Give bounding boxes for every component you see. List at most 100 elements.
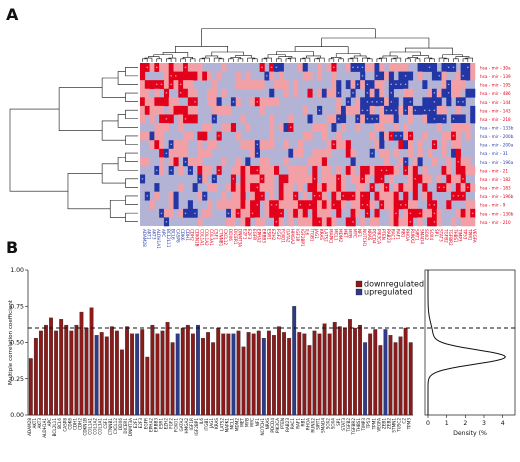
heatmap-cell: [297, 208, 304, 218]
heatmap-row-label: hsa - mir - 144: [480, 100, 511, 105]
heatmap-cell: [446, 165, 452, 175]
heatmap-cell-mark: *: [429, 66, 431, 70]
bar: [312, 330, 317, 416]
heatmap-cell: [441, 131, 447, 141]
heatmap-cell: [259, 174, 265, 184]
heatmap-cell: [393, 148, 399, 158]
heatmap-cell-mark: *: [453, 117, 455, 121]
heatmap-cell: [408, 200, 414, 210]
heatmap-cell: [441, 71, 447, 81]
heatmap-cell: [360, 165, 366, 175]
dendrogram-branch: [101, 163, 126, 184]
heatmap-cell: [393, 123, 399, 132]
bar: [94, 335, 99, 416]
heatmap-cell: [388, 174, 394, 184]
heatmap-row-label: hsa - mir - 200b: [480, 134, 514, 139]
heatmap-cell: [379, 165, 385, 175]
x-tick-label: SOX2: [326, 418, 331, 430]
x-tick-label: THBS1: [356, 418, 361, 433]
heatmap-cell-mark: *: [256, 203, 258, 207]
heatmap-cell: [278, 174, 284, 184]
heatmap-column-label: EGFR: [252, 229, 257, 240]
bar: [342, 327, 347, 416]
heatmap-cell: [455, 183, 461, 192]
heatmap-cell: [221, 63, 227, 72]
heatmap-cell: [140, 105, 146, 115]
heatmap-cell: [369, 80, 375, 90]
heatmap-cell: [465, 88, 471, 98]
heatmap-column-label: CDKN1B: [195, 229, 200, 247]
x-axis-title: Density (%: [453, 430, 487, 437]
heatmap-cell: [364, 97, 371, 107]
x-tick-label: TPM1: [371, 418, 376, 431]
heatmap-cell: [283, 174, 289, 184]
heatmap-cell: [441, 80, 447, 90]
dendrogram-branch: [382, 55, 398, 59]
heatmap-cell-mark: *: [371, 152, 373, 156]
heatmap-cell: [326, 88, 332, 98]
heatmap-cell: [144, 191, 150, 201]
heatmap-cell: [245, 208, 251, 218]
heatmap-cell: [216, 71, 222, 81]
heatmap-cell-mark: *: [410, 220, 412, 224]
heatmap-column-label: TIMP3: [458, 228, 463, 242]
heatmap-cell: [293, 191, 299, 201]
heatmap-cell: [221, 123, 227, 132]
heatmap-cell-mark: *: [352, 195, 354, 199]
heatmap-cell: [403, 200, 409, 210]
heatmap-cell-mark: *: [390, 92, 392, 96]
heatmap-cell: [465, 131, 471, 141]
heatmap-cell: [178, 63, 184, 72]
heatmap-cell: [408, 97, 414, 107]
heatmap-cell: [269, 97, 275, 107]
heatmap-row-label: hsa - mir - 130b: [480, 211, 514, 216]
heatmap-cell-mark: *: [362, 203, 364, 207]
panel-a-letter: A: [6, 5, 19, 24]
heatmap-cell: [427, 217, 433, 227]
heatmap-cell: [441, 165, 447, 175]
heatmap-cell: [278, 183, 284, 192]
heatmap-cell: [259, 80, 265, 90]
heatmap-cell: [350, 80, 356, 90]
heatmap-cell: [302, 200, 308, 210]
heatmap-cell: [183, 148, 189, 158]
heatmap-cell-mark: *: [156, 66, 158, 70]
heatmap-cell: [197, 174, 203, 184]
heatmap-cell: [455, 105, 461, 115]
dendrogram-branch: [125, 66, 138, 77]
bar: [28, 358, 33, 416]
heatmap-cell: [149, 140, 155, 150]
heatmap-cell: [154, 140, 160, 150]
heatmap-cell-mark: *: [156, 169, 158, 173]
heatmap-cell: [408, 105, 414, 115]
heatmap-cell: [254, 148, 260, 158]
heatmap-cell: [254, 97, 260, 107]
heatmap-cell: [317, 157, 323, 167]
heatmap-cell: [307, 217, 313, 227]
heatmap-cell: [408, 114, 414, 124]
x-tick-label: SOX4: [331, 418, 336, 430]
heatmap-cell-mark: *: [189, 169, 191, 173]
heatmap-cell-mark: *: [261, 195, 263, 199]
heatmap-cell: [441, 88, 447, 98]
heatmap-cell: [393, 200, 399, 210]
heatmap-cell-mark: *: [462, 178, 464, 182]
heatmap-cell: [360, 183, 366, 192]
heatmap-cell: [293, 174, 299, 184]
heatmap-cell: [451, 217, 457, 227]
heatmap-column-label: IGF2BP1: [300, 229, 305, 247]
heatmap-cell: [374, 165, 380, 175]
heatmap-cell-mark: *: [218, 135, 220, 139]
heatmap-cell-mark: *: [252, 212, 254, 216]
heatmap-column-label: NRAS: [367, 229, 372, 241]
heatmap-cell: [211, 97, 217, 107]
heatmap-cell: [187, 88, 193, 98]
heatmap-cell: [245, 80, 251, 90]
heatmap-cell: [355, 200, 361, 210]
heatmap-cell: [178, 148, 184, 158]
heatmap-cell: [274, 80, 280, 90]
heatmap-cell: [412, 191, 418, 201]
dendrogram-branch: [405, 47, 453, 55]
heatmap-cell-mark: *: [199, 178, 201, 182]
heatmap-cell-mark: *: [161, 83, 163, 87]
